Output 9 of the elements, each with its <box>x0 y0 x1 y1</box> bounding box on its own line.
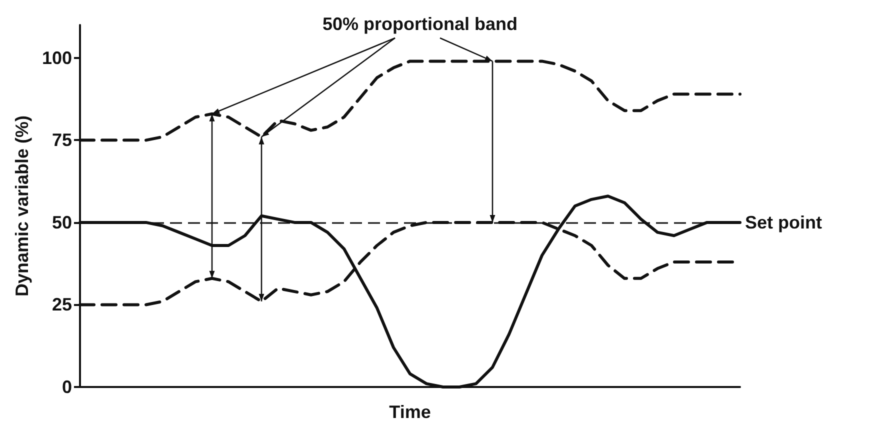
y-tick-label: 50 <box>52 212 72 232</box>
annotation: 50% proportional band <box>322 14 518 34</box>
y-tick-label: 100 <box>42 48 72 68</box>
ref-line-label: Set point <box>745 212 822 232</box>
x-axis-title: Time <box>389 402 431 422</box>
y-tick-label: 25 <box>52 294 72 315</box>
y-tick-label: 75 <box>52 130 72 150</box>
y-axis-title: Dynamic variable (%) <box>12 115 32 297</box>
y-tick-label: 0 <box>62 377 72 397</box>
